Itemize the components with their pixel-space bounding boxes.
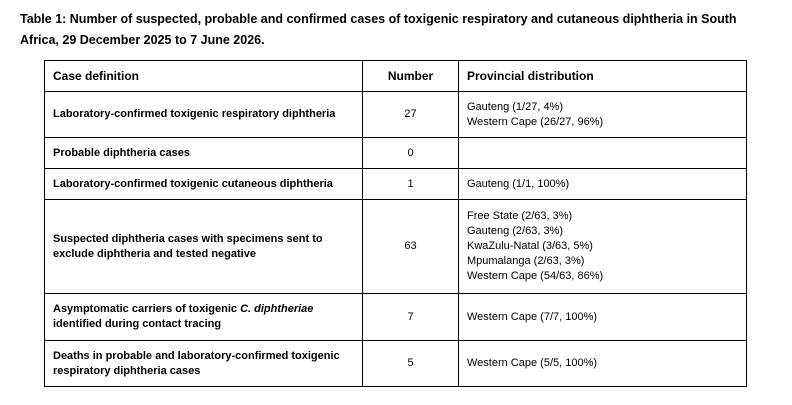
provincial-cell: Western Cape (5/5, 100%): [458, 340, 747, 387]
province-entry: Western Cape (7/7, 100%): [467, 310, 598, 323]
number-cell: 7: [362, 293, 459, 341]
number-cell: 0: [362, 137, 459, 169]
case-definition-cell: Laboratory-confirmed toxigenic cutaneous…: [44, 168, 363, 200]
cases-table: Case definition Number Provincial distri…: [44, 60, 747, 387]
definition-text: Asymptomatic carriers of toxigenic: [53, 303, 241, 315]
province-entry: Mpumalanga (2/63, 3%): [467, 255, 585, 267]
number-cell: 27: [362, 91, 459, 138]
provincial-cell: Western Cape (7/7, 100%): [458, 293, 747, 341]
table-row: Suspected diphtheria cases with specimen…: [44, 199, 747, 294]
definition-text: identified during contact tracing: [53, 318, 222, 330]
province-entry: Gauteng (1/27, 4%): [467, 100, 564, 113]
province-entry: Free State (2/63, 3%): [467, 210, 573, 222]
case-definition-cell: Suspected diphtheria cases with specimen…: [44, 199, 363, 294]
header-number: Number: [362, 60, 459, 92]
case-definition-cell: Probable diphtheria cases: [44, 137, 363, 169]
provincial-cell: [458, 137, 747, 169]
case-definition-cell: Asymptomatic carriers of toxigenic C. di…: [44, 293, 363, 341]
case-definition-cell: Deaths in probable and laboratory-confir…: [44, 340, 363, 387]
province-entry: KwaZulu-Natal (3/63, 5%): [467, 240, 593, 252]
table-header-row: Case definition Number Provincial distri…: [44, 60, 747, 92]
table-caption: Table 1: Number of suspected, probable a…: [20, 12, 737, 47]
province-entry: Western Cape (26/27, 96%): [467, 115, 604, 128]
number-cell: 1: [362, 168, 459, 200]
provincial-cell: Gauteng (1/1, 100%): [458, 168, 747, 200]
table-row: Deaths in probable and laboratory-confir…: [44, 340, 747, 387]
province-entry: Gauteng (2/63, 3%): [467, 225, 564, 237]
case-definition-cell: Laboratory-confirmed toxigenic respirato…: [44, 91, 363, 138]
number-cell: 63: [362, 199, 459, 294]
table-row: Laboratory-confirmed toxigenic respirato…: [44, 91, 747, 138]
table-row: Asymptomatic carriers of toxigenic C. di…: [44, 293, 747, 341]
table-row: Laboratory-confirmed toxigenic cutaneous…: [44, 168, 747, 200]
province-entry: Western Cape (54/63, 86%): [467, 270, 604, 282]
province-entry: Gauteng (1/1, 100%): [467, 177, 570, 190]
number-cell: 5: [362, 340, 459, 387]
header-case-definition: Case definition: [44, 60, 363, 92]
provincial-cell: Gauteng (1/27, 4%) Western Cape (26/27, …: [458, 91, 747, 138]
table-row: Probable diphtheria cases 0: [44, 137, 747, 169]
provincial-cell: Free State (2/63, 3%) Gauteng (2/63, 3%)…: [458, 199, 747, 294]
header-provincial-distribution: Provincial distribution: [458, 60, 747, 92]
province-entry: Western Cape (5/5, 100%): [467, 357, 598, 369]
species-name: C. diphtheriae: [240, 303, 314, 315]
